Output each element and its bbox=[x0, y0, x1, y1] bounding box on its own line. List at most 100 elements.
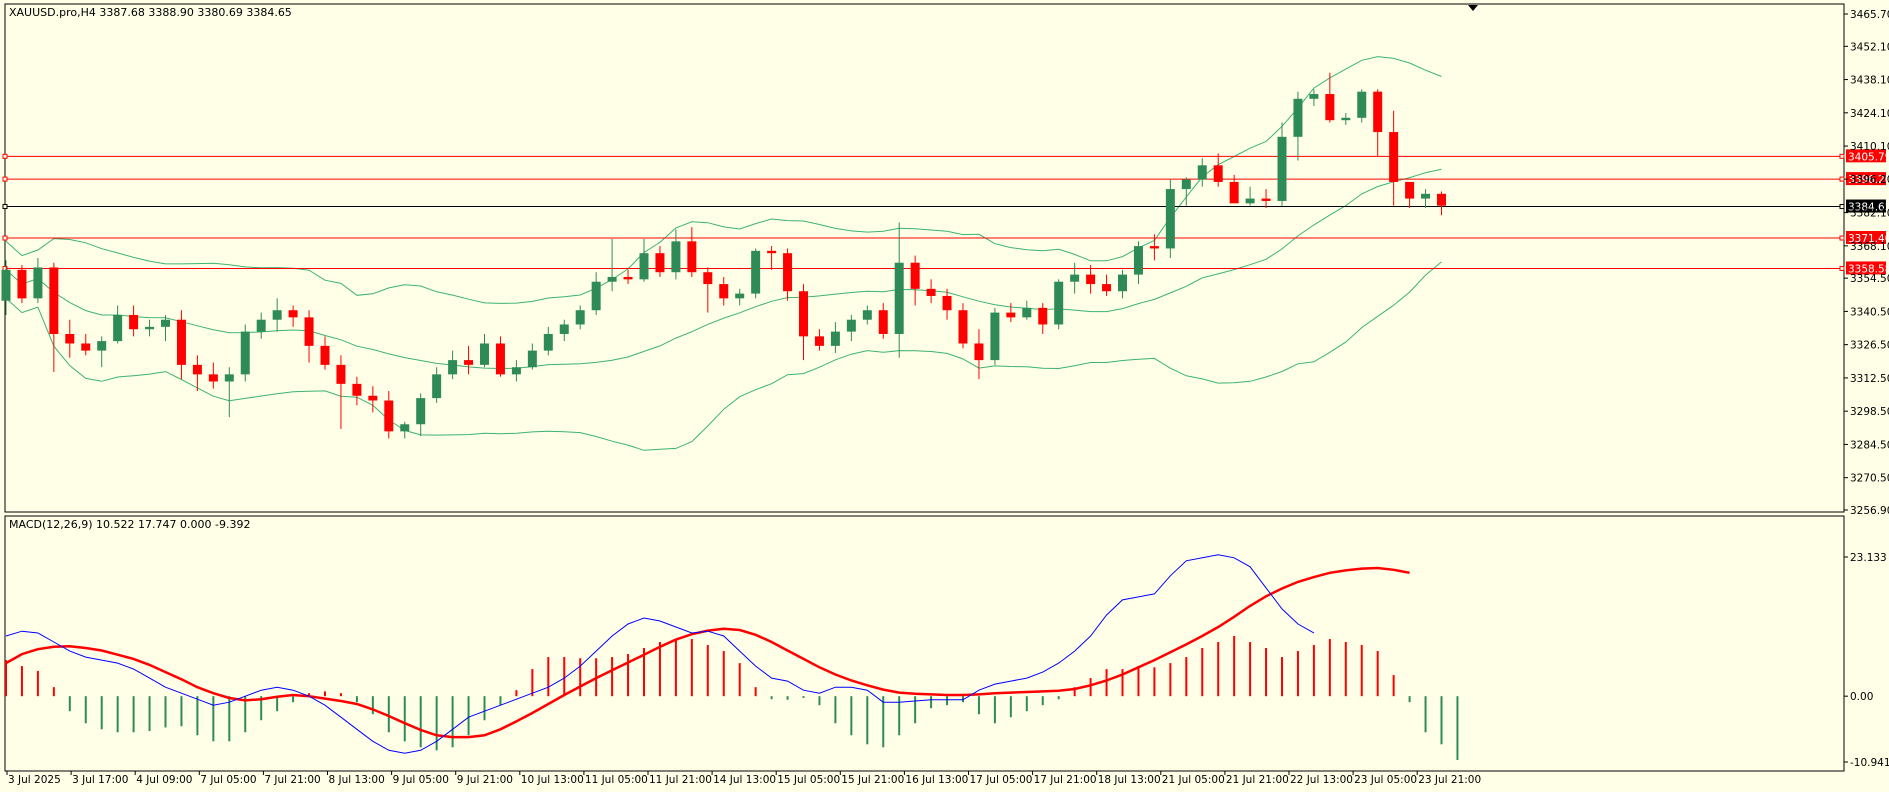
horizontal-levels: 3405.79 3396.20 3384.65 3371.40 3358.58 bbox=[2, 149, 1889, 275]
candle-body bbox=[192, 364, 202, 375]
candle-body bbox=[1261, 198, 1271, 201]
time-tick-label: 18 Jul 13:00 bbox=[1098, 774, 1161, 786]
price-panel-frame bbox=[4, 3, 1845, 513]
candle-body bbox=[910, 262, 920, 289]
candle-body bbox=[1245, 198, 1255, 204]
candle-body bbox=[1165, 189, 1175, 249]
candle-body bbox=[368, 395, 378, 401]
candle-body bbox=[958, 310, 968, 344]
candle-body bbox=[559, 324, 569, 334]
time-tick-label: 15 Jul 21:00 bbox=[841, 774, 904, 786]
price-tick-label: 3256.90 bbox=[1850, 505, 1889, 517]
candle-body bbox=[320, 345, 330, 365]
candle-body bbox=[129, 314, 139, 330]
candle-body bbox=[655, 253, 665, 273]
candle-body bbox=[1038, 307, 1048, 325]
candle-body bbox=[926, 288, 936, 296]
candle-body bbox=[687, 241, 697, 273]
candle-body bbox=[1181, 179, 1191, 190]
level-handle[interactable] bbox=[1839, 204, 1845, 210]
candle-body bbox=[814, 336, 824, 346]
time-tick-label: 21 Jul 05:00 bbox=[1162, 774, 1225, 786]
price-tick-label: 3270.50 bbox=[1850, 473, 1889, 485]
time-tick-label: 3 Jul 2025 bbox=[8, 774, 61, 786]
candle-body bbox=[432, 374, 442, 399]
candle-body bbox=[1229, 181, 1239, 204]
candle-body bbox=[671, 241, 681, 273]
shift-marker-icon[interactable] bbox=[1468, 5, 1478, 11]
candlesticks bbox=[1, 72, 1446, 439]
candle-body bbox=[974, 343, 984, 361]
time-tick-label: 3 Jul 17:00 bbox=[72, 774, 128, 786]
level-handle[interactable] bbox=[1839, 265, 1845, 271]
candle-body bbox=[607, 276, 617, 282]
candle-body bbox=[113, 314, 123, 342]
time-tick-label: 11 Jul 05:00 bbox=[585, 774, 648, 786]
candle-body bbox=[224, 374, 234, 382]
time-tick-label: 23 Jul 05:00 bbox=[1354, 774, 1417, 786]
macd-tick-label: 0.00 bbox=[1850, 691, 1873, 703]
candle-body bbox=[575, 310, 585, 325]
time-tick-label: 15 Jul 05:00 bbox=[777, 774, 840, 786]
macd-axis: 23.133 0.00 -10.941 bbox=[1844, 552, 1889, 769]
price-tick-label: 3465.70 bbox=[1850, 9, 1889, 21]
candle-body bbox=[1293, 98, 1303, 137]
candle-body bbox=[543, 333, 553, 351]
time-tick-label: 11 Jul 21:00 bbox=[649, 774, 712, 786]
price-tick-label: 3382.10 bbox=[1850, 208, 1889, 220]
candle-body bbox=[830, 331, 840, 346]
candle-body bbox=[1006, 312, 1016, 318]
candle-body bbox=[65, 333, 75, 344]
candle-body bbox=[272, 310, 282, 320]
time-tick-label: 21 Jul 21:00 bbox=[1226, 774, 1289, 786]
level-handle[interactable] bbox=[2, 176, 8, 182]
price-tick-label: 3284.50 bbox=[1850, 439, 1889, 451]
candle-body bbox=[1118, 274, 1127, 292]
level-handle[interactable] bbox=[2, 235, 8, 241]
candle-body bbox=[1325, 94, 1335, 121]
candle-body bbox=[846, 319, 856, 332]
price-tick-label: 3340.50 bbox=[1850, 306, 1889, 318]
candle-body bbox=[1133, 246, 1143, 275]
time-tick-label: 7 Jul 05:00 bbox=[200, 774, 256, 786]
candle-body bbox=[49, 267, 59, 334]
level-price-label: 3358.58 bbox=[1848, 263, 1889, 275]
macd-signal-line bbox=[5, 566, 1410, 739]
candle-body bbox=[878, 310, 888, 334]
candle-body bbox=[1054, 281, 1064, 325]
candle-body bbox=[862, 310, 872, 320]
level-handle[interactable] bbox=[1839, 153, 1845, 159]
candle-body bbox=[1341, 117, 1351, 121]
level-price-tag bbox=[1846, 199, 1886, 213]
candle-body bbox=[1309, 94, 1319, 99]
price-tick-label: 3298.50 bbox=[1850, 406, 1889, 418]
time-tick-label: 10 Jul 13:00 bbox=[521, 774, 584, 786]
level-price-label: 3384.65 bbox=[1848, 202, 1889, 214]
macd-lines bbox=[5, 554, 1410, 754]
candle-body bbox=[1373, 91, 1383, 133]
level-price-tag bbox=[1846, 231, 1886, 245]
time-tick-label: 17 Jul 05:00 bbox=[970, 774, 1033, 786]
candle-body bbox=[511, 367, 521, 375]
candle-body bbox=[894, 262, 904, 334]
price-tick-label: 3354.50 bbox=[1850, 273, 1889, 285]
candle-body bbox=[1022, 307, 1032, 318]
time-tick-label: 22 Jul 13:00 bbox=[1290, 774, 1353, 786]
candle-body bbox=[527, 350, 537, 368]
candle-body bbox=[1086, 274, 1096, 285]
time-tick-label: 9 Jul 21:00 bbox=[457, 774, 513, 786]
symbol-header: XAUUSD.pro,H4 3387.68 3388.90 3380.69 33… bbox=[9, 6, 292, 19]
price-tick-label: 3410.10 bbox=[1850, 141, 1889, 153]
macd-tick-label: 23.133 bbox=[1850, 552, 1887, 564]
candle-body bbox=[591, 281, 601, 311]
time-tick-label: 14 Jul 13:00 bbox=[713, 774, 776, 786]
level-handle[interactable] bbox=[1839, 235, 1845, 241]
candle-body bbox=[1102, 284, 1112, 292]
level-handle[interactable] bbox=[1839, 176, 1845, 182]
level-handle[interactable] bbox=[2, 153, 8, 159]
time-tick-label: 23 Jul 21:00 bbox=[1418, 774, 1481, 786]
level-handle[interactable] bbox=[2, 204, 8, 210]
level-price-label: 3405.79 bbox=[1848, 151, 1889, 163]
